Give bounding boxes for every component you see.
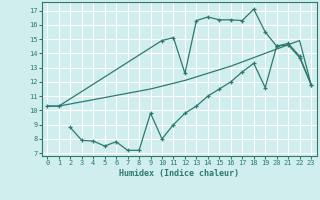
X-axis label: Humidex (Indice chaleur): Humidex (Indice chaleur) <box>119 169 239 178</box>
